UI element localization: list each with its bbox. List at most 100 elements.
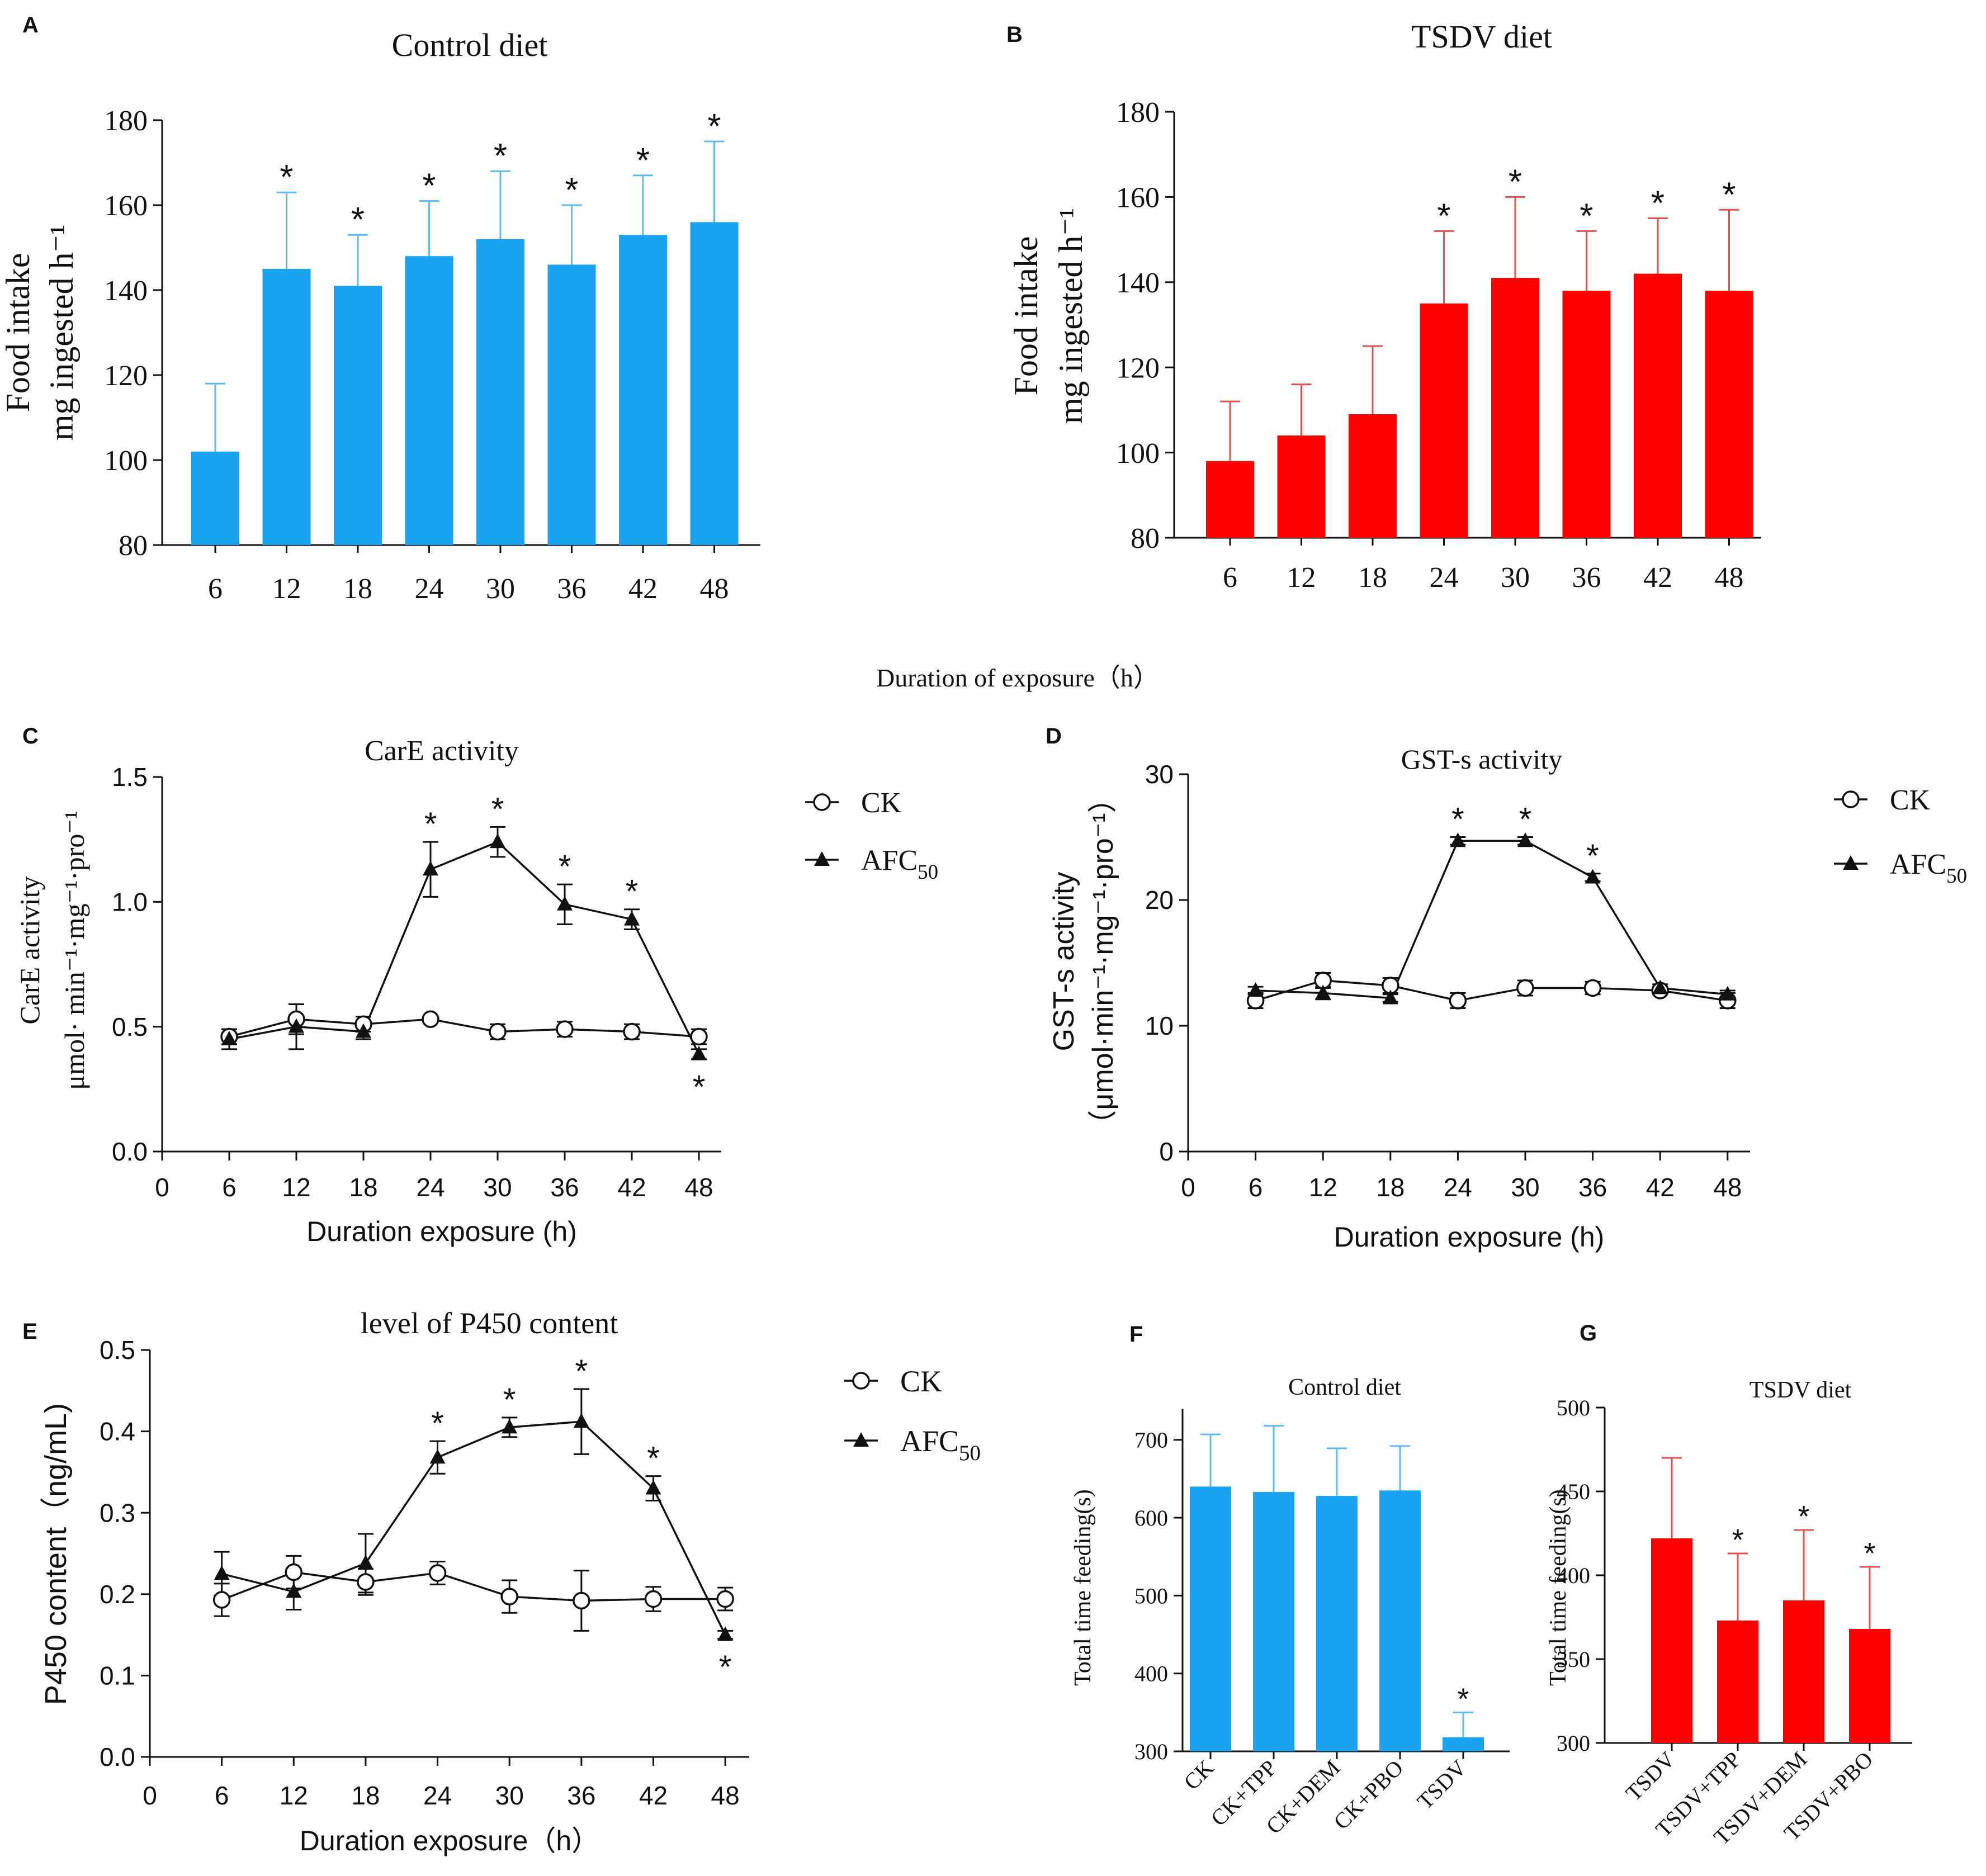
x-tick-label: 42: [628, 573, 658, 605]
legend-subscript: 50: [1946, 865, 1967, 888]
x-tick-label: 12: [280, 1781, 308, 1810]
point-circle: [644, 1590, 663, 1608]
point-circle: [489, 1022, 507, 1041]
y-tick-label: 100: [104, 445, 148, 477]
y-tick-label: 0.5: [112, 1012, 148, 1041]
x-tick-label: 36: [567, 1781, 595, 1810]
point-triangle: [1247, 982, 1264, 997]
bar: [1316, 1496, 1358, 1751]
y-tick-label: 500: [1557, 1395, 1590, 1420]
point-triangle: [429, 1449, 446, 1464]
series-line-ck: [229, 1018, 699, 1038]
point-triangle: [1585, 869, 1601, 884]
y-axis-label: CarE activity: [14, 876, 45, 1024]
bar: [262, 269, 311, 545]
x-tick-label: 18: [1376, 1173, 1405, 1202]
y-tick-label: 450: [1557, 1479, 1590, 1504]
x-tick-label: 12: [272, 573, 301, 605]
x-tick-label: 0: [143, 1781, 157, 1810]
y-tick-label: 180: [104, 105, 148, 137]
series-line-afc: [229, 841, 700, 1055]
bar: [1634, 273, 1682, 538]
chart-title: TSDV diet: [1411, 18, 1552, 55]
point-circle: [623, 1022, 641, 1041]
x-tick-label: 18: [343, 573, 372, 605]
bar: [1420, 303, 1468, 538]
y-tick-label: 20: [1145, 885, 1174, 915]
y-tick-label: 140: [104, 275, 148, 307]
panel-label: F: [1129, 1322, 1143, 1347]
y-tick-label: 700: [1134, 1428, 1168, 1453]
y-tick-label: 30: [1145, 760, 1174, 789]
y-tick-label: 0.2: [100, 1580, 135, 1609]
legend-label: CK: [1890, 784, 1931, 816]
legend-subscript: 50: [959, 1441, 981, 1465]
point-circle: [1516, 979, 1534, 997]
significance-star: *: [1732, 1523, 1743, 1557]
significance-star: *: [1586, 838, 1599, 874]
point-triangle: [624, 911, 640, 926]
point-circle: [1583, 979, 1602, 997]
x-tick-label: 18: [1358, 562, 1387, 594]
point-triangle: [557, 896, 573, 911]
significance-star: *: [503, 1382, 516, 1418]
x-tick-label: 18: [351, 1781, 380, 1810]
point-triangle: [1652, 979, 1668, 994]
panel-label: C: [22, 724, 39, 748]
x-tick-label: 42: [617, 1173, 646, 1202]
y-tick-label: 0: [1159, 1137, 1174, 1166]
y-tick-label: 0.0: [112, 1137, 148, 1166]
point-circle: [690, 1027, 708, 1046]
bar: [690, 222, 739, 545]
x-tick-label: 0: [155, 1173, 169, 1202]
point-triangle: [1450, 832, 1466, 847]
panel-B: B TSDV diet Food intake mg ingested h⁻¹ 80 10…: [1006, 18, 1761, 594]
y-tick-label: 400: [1134, 1661, 1168, 1686]
point-triangle: [356, 1023, 371, 1038]
bar: [1783, 1600, 1824, 1743]
x-tick-label: 30: [483, 1173, 512, 1202]
panel-C: C CarE activity CarE activity μmol· min⁻¹·m…: [14, 724, 938, 1247]
x-tick-label: 12: [1287, 562, 1316, 594]
x-tick-label: 24: [416, 1173, 445, 1202]
y-tick-label: 500: [1134, 1583, 1168, 1608]
panel-label: A: [22, 13, 39, 37]
point-triangle: [357, 1555, 373, 1570]
y-axis-label: μmol· min⁻¹·mg⁻¹·pro⁻¹: [59, 811, 90, 1090]
point-triangle: [717, 1626, 734, 1641]
y-tick-label: 10: [1145, 1011, 1174, 1040]
significance-star: *: [719, 1649, 732, 1685]
y-axis-label: P450 content（ng/mL): [39, 1403, 73, 1705]
x-axis-label: Duration exposure（h）: [300, 1825, 599, 1856]
significance-star: *: [1509, 163, 1522, 201]
y-tick-label: 80: [119, 530, 148, 562]
bar: [1190, 1486, 1231, 1751]
bar: [1253, 1492, 1294, 1751]
x-tick-label: 30: [1511, 1173, 1539, 1202]
x-tick-label: 6: [208, 573, 223, 605]
point-triangle: [502, 1419, 518, 1434]
y-tick-label: 0.0: [100, 1742, 135, 1771]
y-tick-label: 300: [1134, 1739, 1168, 1764]
x-tick-label: 24: [423, 1781, 452, 1810]
y-tick-label: 1.5: [112, 762, 148, 792]
x-tick-label: 24: [1430, 562, 1459, 594]
chart-title: CarE activity: [365, 735, 519, 767]
significance-star: *: [431, 1405, 444, 1442]
significance-star: *: [1580, 197, 1593, 235]
y-tick-label: 300: [1557, 1731, 1590, 1756]
x-tick-label: 48: [700, 573, 729, 605]
x-tick-label: 48: [1713, 1173, 1742, 1202]
y-tick-label: 600: [1134, 1505, 1168, 1531]
x-tick-label: 48: [1715, 562, 1744, 594]
bar: [1562, 291, 1611, 538]
point-circle: [500, 1588, 518, 1605]
legend-label: CK: [861, 787, 902, 819]
significance-star: *: [494, 137, 507, 176]
chart-title: level of P450 content: [361, 1306, 618, 1340]
significance-star: *: [491, 791, 504, 827]
y-tick-label: 1.0: [112, 887, 148, 916]
y-tick-label: 350: [1557, 1647, 1590, 1672]
point-triangle: [691, 1045, 707, 1060]
